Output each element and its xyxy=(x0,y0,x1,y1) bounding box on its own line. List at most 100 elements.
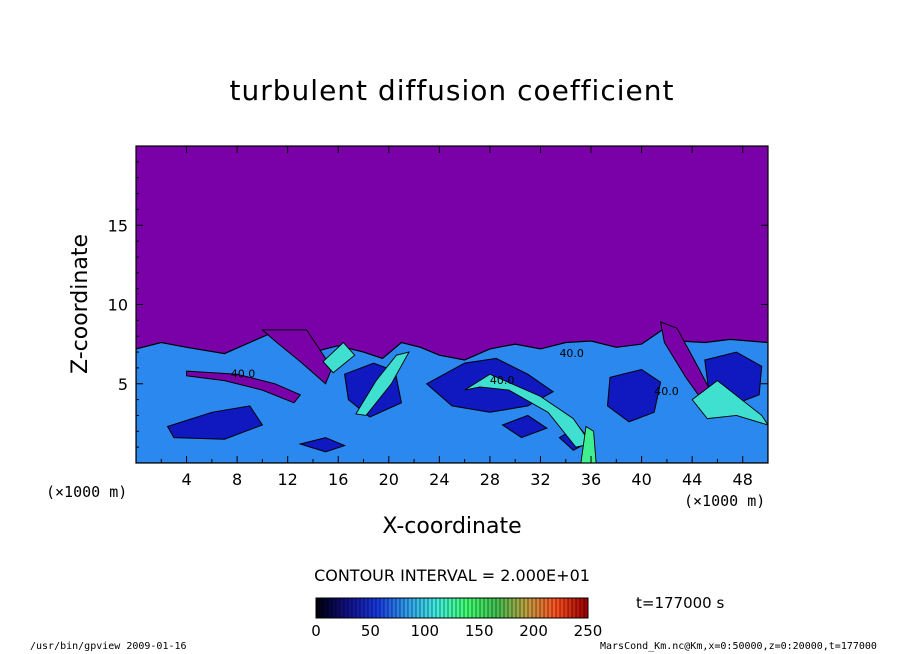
colorbar-segment xyxy=(384,598,389,618)
colorbar-segment xyxy=(320,598,325,618)
colorbar-tick-label: 250 xyxy=(574,622,603,640)
colorbar-segment xyxy=(468,598,473,618)
field-intrusion xyxy=(186,370,302,404)
colorbar-segment xyxy=(500,598,505,618)
colorbar-segment xyxy=(528,598,533,618)
contour-label: 40.0 xyxy=(559,347,584,360)
colorbar-segment xyxy=(328,598,333,618)
colorbar-segment xyxy=(568,598,573,618)
colorbar-tick-label: 50 xyxy=(361,622,380,640)
colorbar-segment xyxy=(524,598,529,618)
x-tick-label: 28 xyxy=(480,470,500,489)
high-filament xyxy=(691,380,768,426)
colorbar-segment xyxy=(352,598,357,618)
x-unit-label: (×1000 m) xyxy=(684,492,766,510)
low-pocket xyxy=(166,405,264,440)
colorbar-tick-label: 200 xyxy=(519,622,548,640)
colorbar-segment xyxy=(516,598,521,618)
colorbar-segment xyxy=(388,598,393,618)
colorbar-segment xyxy=(560,598,565,618)
colorbar-segment xyxy=(460,598,465,618)
colorbar-tick-label: 0 xyxy=(311,622,321,640)
colorbar-segment xyxy=(472,598,477,618)
colorbar-segment xyxy=(336,598,341,618)
footer-left: /usr/bin/gpview 2009-01-16 xyxy=(30,641,187,652)
colorbar-segment xyxy=(436,598,441,618)
colorbar-segment xyxy=(480,598,485,618)
x-axis-label: X-coordinate xyxy=(382,514,522,539)
colorbar-segment xyxy=(324,598,329,618)
x-tick-label: 32 xyxy=(530,470,550,489)
x-tick-label: 36 xyxy=(581,470,601,489)
colorbar-tick-label: 100 xyxy=(410,622,439,640)
colorbar-segment xyxy=(372,598,377,618)
colorbar-segment xyxy=(444,598,449,618)
colorbar-segment xyxy=(360,598,365,618)
colorbar-segment xyxy=(476,598,481,618)
x-tick-label: 20 xyxy=(379,470,399,489)
colorbar-segment xyxy=(584,598,589,618)
low-pocket xyxy=(606,368,662,423)
x-tick-label: 48 xyxy=(733,470,753,489)
high-filament xyxy=(355,351,410,416)
colorbar-segment xyxy=(532,598,537,618)
colorbar-segment xyxy=(540,598,545,618)
colorbar-segment xyxy=(580,598,585,618)
high-filament xyxy=(322,341,356,374)
colorbar-segment xyxy=(340,598,345,618)
colorbar-segment xyxy=(316,598,321,618)
low-pocket xyxy=(501,414,548,439)
colorbar-tick-label: 150 xyxy=(465,622,494,640)
colorbar-segment xyxy=(368,598,373,618)
colorbar-segment xyxy=(428,598,433,618)
colorbar-segment xyxy=(488,598,493,618)
colorbar-segment xyxy=(548,598,553,618)
colorbar-segment xyxy=(416,598,421,618)
colorbar-segment xyxy=(380,598,385,618)
time-label: t=177000 s xyxy=(636,594,725,612)
colorbar-segment xyxy=(504,598,509,618)
x-tick-label: 40 xyxy=(631,470,651,489)
colorbar-segment xyxy=(376,598,381,618)
colorbar-segment xyxy=(464,598,469,618)
x-tick-label: 8 xyxy=(232,470,242,489)
colorbar-segment xyxy=(344,598,349,618)
y-unit-label: (×1000 m) xyxy=(46,483,128,501)
colorbar-segment xyxy=(484,598,489,618)
low-pocket xyxy=(298,437,347,453)
x-tick-label: 44 xyxy=(682,470,702,489)
colorbar-segment xyxy=(332,598,337,618)
colorbar-segment xyxy=(448,598,453,618)
colorbar-segment xyxy=(556,598,561,618)
plot-area: 40.0 40.0 40.0 40.0 xyxy=(136,146,768,463)
contour-label: 40.0 xyxy=(490,374,515,387)
colorbar-segment xyxy=(404,598,409,618)
x-tick-label: 24 xyxy=(429,470,449,489)
colorbar-segment xyxy=(492,598,497,618)
colorbar-segment xyxy=(412,598,417,618)
x-tick-label: 4 xyxy=(181,470,191,489)
colorbar-segment xyxy=(408,598,413,618)
colorbar-segment xyxy=(512,598,517,618)
colorbar: 0 50 100 150 200 250 xyxy=(311,597,603,640)
colorbar-segment xyxy=(392,598,397,618)
contour-label: 40.0 xyxy=(231,367,256,380)
colorbar-frame xyxy=(315,597,589,619)
colorbar-segment xyxy=(440,598,445,618)
colorbar-segment xyxy=(552,598,557,618)
colorbar-segment xyxy=(400,598,405,618)
contour-interval-label: CONTOUR INTERVAL = 2.000E+01 xyxy=(314,566,590,585)
colorbar-segment xyxy=(564,598,569,618)
colorbar-segment xyxy=(424,598,429,618)
colorbar-segment xyxy=(544,598,549,618)
contour-label: 40.0 xyxy=(654,385,679,398)
colorbar-segment xyxy=(396,598,401,618)
x-tick-label: 16 xyxy=(328,470,348,489)
y-tick-label: 10 xyxy=(108,296,128,315)
colorbar-segment xyxy=(520,598,525,618)
colorbar-segment xyxy=(576,598,581,618)
x-tick-label: 12 xyxy=(278,470,298,489)
colorbar-segment xyxy=(452,598,457,618)
